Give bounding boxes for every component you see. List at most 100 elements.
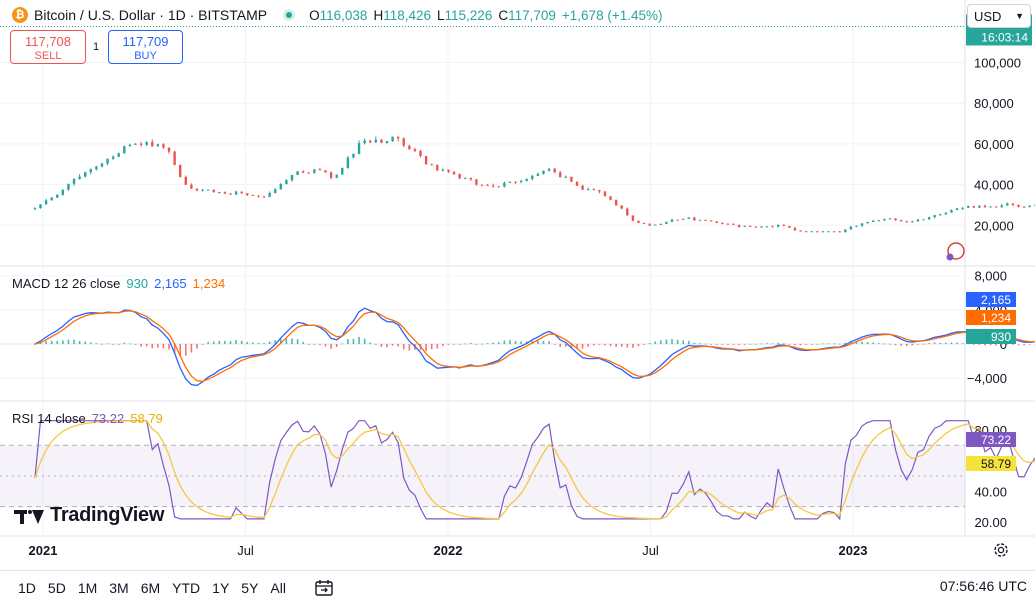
currency-select[interactable]: USD ▼ (967, 4, 1031, 28)
macd-histogram-bar (470, 342, 472, 344)
candle-body (804, 231, 808, 233)
candle-body (218, 192, 221, 194)
macd-histogram-bar (894, 344, 897, 346)
calendar-icon[interactable] (314, 579, 334, 597)
candle-body (111, 156, 115, 159)
macd-histogram-bar (475, 344, 478, 345)
macd-histogram-bar (922, 343, 925, 345)
macd-histogram-bar (235, 340, 237, 344)
candle-body (100, 163, 104, 167)
chart-canvas[interactable]: 20,000 40,000 60,000 80,000 100,000 117,709 16… (0, 0, 1035, 570)
macd-signal-value: 1,234 (192, 276, 226, 291)
ohlc-key: O (309, 7, 320, 23)
macd-histogram-bar (190, 344, 193, 353)
macd-histogram-bar (850, 341, 852, 344)
range-button-ytd[interactable]: YTD (172, 580, 201, 596)
candle-body (290, 174, 294, 181)
range-button-1y[interactable]: 1Y (212, 580, 230, 596)
macd-histogram-bar (291, 338, 293, 344)
macd-histogram-bar (39, 342, 42, 344)
symbol-title[interactable]: Bitcoin / U.S. Dollar · 1D · BITSTAMP (34, 7, 268, 23)
candle-body (519, 180, 523, 182)
range-buttons: 1D 5D 1M 3M 6M YTD 1Y 5Y All (12, 580, 292, 596)
macd-signal-line (34, 310, 1035, 382)
macd-histogram-bar (486, 343, 489, 344)
candle-body (318, 169, 322, 171)
range-button-6m[interactable]: 6M (140, 580, 161, 596)
candle-body (743, 225, 746, 227)
candle-body (760, 226, 763, 228)
candle-body (201, 189, 204, 191)
macd-histogram-bar (117, 344, 120, 345)
candle-body (206, 189, 210, 191)
candle-body (877, 220, 881, 222)
macd-histogram-bar (727, 344, 729, 345)
macd-histogram-bar (89, 342, 92, 344)
rsi-axis-label: 20.00 (974, 515, 1007, 530)
price-axis-label: 20,000 (974, 218, 1014, 233)
candle-body (50, 197, 53, 201)
macd-histogram-bar (581, 344, 584, 349)
macd-histogram-bar (542, 340, 545, 344)
candle-body (927, 217, 931, 220)
sell-button[interactable]: 117,708 SELL (10, 30, 86, 64)
candle-body (961, 207, 964, 209)
range-button-1d[interactable]: 1D (18, 580, 36, 596)
macd-histogram-bar (671, 339, 673, 344)
candle-body (385, 141, 389, 143)
candle-body (967, 206, 970, 208)
candle-body (681, 218, 685, 220)
candle-body (246, 193, 249, 196)
gear-icon[interactable] (993, 542, 1009, 558)
candle-body (709, 220, 713, 222)
macd-histogram-bar (782, 343, 785, 345)
buy-button[interactable]: 117,709 BUY (108, 30, 183, 64)
candle-body (251, 195, 255, 197)
macd-histogram-value: 930 (126, 276, 149, 291)
candle-body (458, 174, 461, 179)
symbol-header: ₿ Bitcoin / U.S. Dollar · 1D · BITSTAMP … (12, 6, 662, 24)
candle-body (514, 181, 517, 183)
macd-histogram-bar (1006, 343, 1009, 345)
candle-body (827, 231, 830, 233)
candle-body (486, 184, 489, 186)
candle-body (575, 181, 579, 186)
macd-histogram-bar (263, 343, 265, 344)
range-button-5y[interactable]: 5Y (241, 580, 259, 596)
candle-body (950, 209, 953, 213)
candle-body (1000, 205, 1003, 208)
macd-histogram-bar (402, 344, 405, 350)
range-button-3m[interactable]: 3M (109, 580, 129, 596)
range-button-5d[interactable]: 5D (47, 580, 66, 596)
candle-body (184, 176, 187, 185)
macd-histogram-bar (548, 341, 550, 344)
rsi-value: 73.22 (91, 411, 125, 426)
macd-histogram-bar (570, 344, 573, 348)
macd-histogram-bar (693, 342, 696, 344)
macd-histogram-bar (905, 344, 908, 347)
price-axis-label: 40,000 (974, 178, 1014, 193)
candle-body (497, 186, 500, 188)
macd-group (34, 307, 1035, 387)
candle-body (704, 219, 707, 221)
candle-body (1006, 203, 1009, 206)
candle-body (916, 219, 920, 222)
macd-histogram-bar (872, 342, 875, 344)
macd-histogram-bar (464, 343, 467, 345)
price-axis-label: 80,000 (974, 96, 1014, 111)
macd-legend[interactable]: MACD 12 26 close 930 2,165 1,234 (12, 276, 225, 291)
macd-histogram-bar (900, 344, 902, 346)
macd-histogram-bar (67, 339, 70, 344)
candle-body (603, 191, 607, 197)
range-button-1m[interactable]: 1M (77, 580, 98, 596)
tradingview-logo[interactable]: TradingView (14, 504, 164, 527)
candle-body (883, 219, 886, 221)
candle-body (301, 171, 305, 173)
rsi-legend[interactable]: RSI 14 close 73.22 58.79 (12, 411, 163, 426)
candle-body (648, 223, 651, 226)
range-button-all[interactable]: All (270, 580, 286, 596)
macd-histogram-bar (710, 344, 712, 345)
macd-histogram-bar (771, 343, 774, 345)
candle-body (855, 225, 858, 227)
candle-body (860, 223, 864, 226)
